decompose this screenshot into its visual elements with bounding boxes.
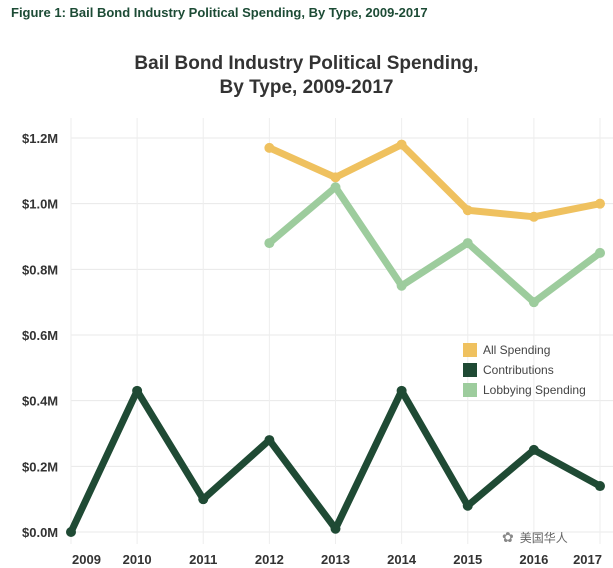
- data-point: [462, 205, 473, 216]
- legend-item-all-spending: All Spending: [463, 340, 586, 360]
- data-point: [264, 142, 275, 153]
- series-line-0: [265, 141, 604, 221]
- y-tick-label: $0.2M: [22, 459, 58, 474]
- x-axis-ticks: 2009 2010 2011 2012 2013 2014 2015 2016 2017: [72, 552, 602, 567]
- legend-swatch: [463, 383, 477, 397]
- y-tick-label: $0.4M: [22, 394, 58, 409]
- data-point: [595, 247, 605, 258]
- data-point: [198, 494, 209, 505]
- legend-swatch: [463, 343, 477, 357]
- legend-item-lobbying-spending: Lobbying Spending: [463, 380, 586, 400]
- data-point: [330, 172, 341, 183]
- y-tick-label: $0.6M: [22, 328, 58, 343]
- x-tick-label: 2015: [453, 552, 482, 567]
- y-tick-label: $0.0M: [22, 525, 58, 540]
- x-tick-label: 2013: [321, 552, 350, 567]
- wechat-icon: ✿: [502, 529, 514, 545]
- data-point: [462, 500, 473, 511]
- x-tick-label: 2009: [72, 552, 101, 567]
- series-line-2: [265, 183, 604, 306]
- x-tick-label: 2017: [573, 552, 602, 567]
- data-point: [462, 238, 473, 249]
- x-tick-label: 2016: [519, 552, 548, 567]
- legend-item-contributions: Contributions: [463, 360, 586, 380]
- legend-label: Lobbying Spending: [483, 383, 586, 397]
- data-point: [396, 280, 407, 291]
- legend-label: All Spending: [483, 343, 551, 357]
- data-point: [330, 523, 341, 534]
- legend: All Spending Contributions Lobbying Spen…: [463, 340, 586, 400]
- data-point: [66, 527, 76, 537]
- figure-caption: Figure 1: Bail Bond Industry Political S…: [11, 5, 428, 20]
- y-tick-label: $1.0M: [22, 197, 58, 212]
- series-lines: [66, 139, 605, 537]
- x-tick-label: 2010: [123, 552, 152, 567]
- data-point: [396, 385, 407, 396]
- data-point: [528, 211, 539, 222]
- data-point: [528, 297, 539, 308]
- y-tick-label: $1.2M: [22, 131, 58, 146]
- x-tick-label: 2014: [387, 552, 417, 567]
- data-point: [396, 139, 407, 150]
- watermark: ✿ 美国华人: [502, 529, 568, 546]
- x-tick-label: 2012: [255, 552, 284, 567]
- data-point: [264, 238, 275, 249]
- data-point: [264, 435, 275, 446]
- data-point: [528, 444, 539, 455]
- legend-swatch: [463, 363, 477, 377]
- watermark-text: 美国华人: [519, 531, 568, 545]
- legend-label: Contributions: [483, 363, 554, 377]
- x-tick-label: 2011: [189, 552, 217, 567]
- data-point: [132, 385, 143, 396]
- grid-lines: [70, 118, 613, 544]
- y-tick-label: $0.8M: [22, 262, 58, 277]
- chart-title-line2: By Type, 2009-2017: [219, 77, 394, 98]
- data-point: [595, 198, 605, 209]
- chart-title: Bail Bond Industry Political Spending, B…: [0, 52, 613, 100]
- chart-title-line1: Bail Bond Industry Political Spending,: [134, 53, 479, 74]
- y-axis-ticks: $0.0M $0.2M $0.4M $0.6M $0.8M $1.0M $1.2M: [22, 131, 58, 540]
- data-point: [330, 182, 341, 193]
- data-point: [595, 481, 605, 492]
